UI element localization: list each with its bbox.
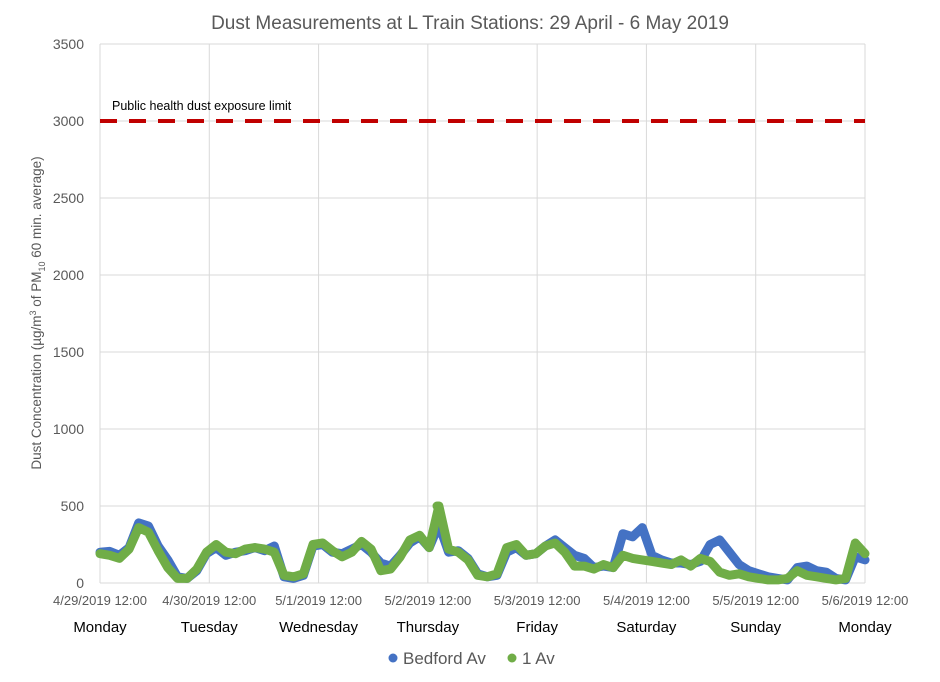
x-tick-label: 5/1/2019 12:00: [275, 593, 362, 608]
y-tick-label: 0: [76, 575, 84, 591]
x-tick-label: 5/3/2019 12:00: [494, 593, 581, 608]
series-line: [95, 518, 870, 585]
spike-point: [433, 510, 443, 520]
x-tick-label: 5/2/2019 12:00: [384, 593, 471, 608]
legend-label-1av: 1 Av: [522, 649, 555, 668]
exposure-limit-label: Public health dust exposure limit: [112, 99, 292, 113]
grid-lines: [99, 43, 866, 584]
data-series: [95, 501, 870, 585]
y-axis-label: Dust Concentration (µg/m3 of PM10 60 min…: [28, 156, 47, 469]
spike-point: [432, 501, 442, 511]
y-tick-label: 2000: [53, 267, 84, 283]
x-tick-label: 4/29/2019 12:00: [53, 593, 147, 608]
legend-marker-bedford: [388, 653, 398, 663]
y-tick-label: 1000: [53, 421, 84, 437]
day-label: Tuesday: [181, 619, 238, 636]
y-tick-label: 3000: [53, 113, 84, 129]
y-tick-label: 2500: [53, 190, 84, 206]
day-label: Friday: [516, 619, 558, 636]
day-labels: Monday Tuesday Wednesday Thursday Friday Satu…: [73, 619, 892, 636]
y-tick-label: 1500: [53, 344, 84, 360]
legend-marker-1av: [507, 653, 517, 663]
y-axis-ticks: 0 500 1000 1500 2000 2500 3000 3500: [53, 36, 84, 591]
legend: Bedford Av 1 Av: [388, 649, 555, 668]
y-tick-label: 500: [61, 498, 85, 514]
x-tick-label: 5/6/2019 12:00: [822, 593, 909, 608]
x-tick-label: 4/30/2019 12:00: [162, 593, 256, 608]
chart-title: Dust Measurements at L Train Stations: 2…: [211, 13, 729, 34]
x-tick-label: 5/4/2019 12:00: [603, 593, 690, 608]
day-label: Saturday: [616, 619, 677, 636]
legend-label-bedford: Bedford Av: [403, 649, 486, 668]
day-label: Sunday: [730, 619, 781, 636]
series-line: [95, 501, 870, 585]
day-label: Thursday: [397, 619, 460, 636]
day-label: Monday: [838, 619, 892, 636]
y-tick-label: 3500: [53, 36, 84, 52]
x-axis-ticks: 4/29/2019 12:00 4/30/2019 12:00 5/1/2019 1…: [53, 593, 908, 608]
day-label: Wednesday: [279, 619, 358, 636]
x-tick-label: 5/5/2019 12:00: [712, 593, 799, 608]
day-label: Monday: [73, 619, 127, 636]
